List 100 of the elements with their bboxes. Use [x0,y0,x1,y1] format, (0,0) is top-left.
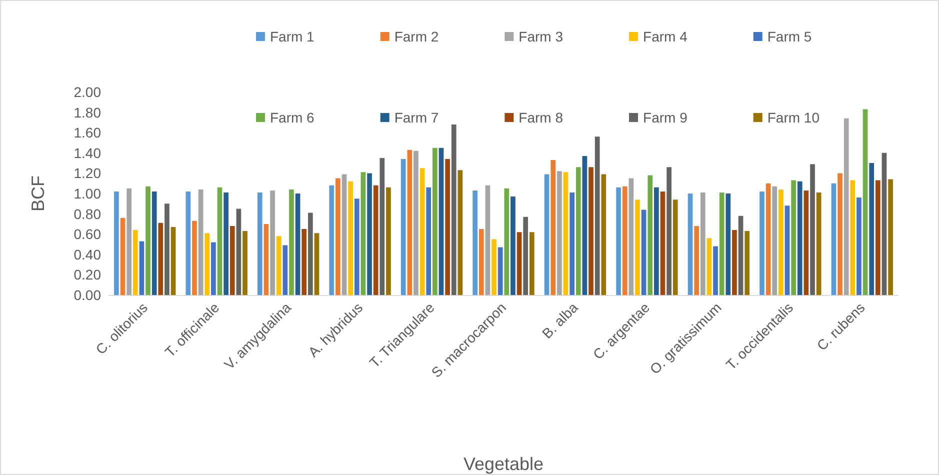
bar [862,109,868,295]
y-tick-label: 2.00 [74,84,102,100]
bar [420,168,425,295]
legend-label: Farm 3 [518,28,564,44]
bar [386,187,391,295]
bar [582,156,588,295]
legend-label: Farm 5 [767,28,812,44]
bar [738,216,744,295]
y-tick-label: 0.80 [74,206,102,222]
bar [816,192,822,295]
y-axis-title: BCF [28,175,48,212]
y-tick-label: 1.80 [74,104,102,120]
bar [706,238,712,295]
bar [458,170,463,295]
y-tick-label: 0.60 [74,226,102,242]
bar [257,192,262,295]
bar [516,232,522,295]
bar [400,158,406,295]
bar [641,210,646,295]
bar [242,231,248,295]
bar [367,173,372,295]
bar [791,180,796,295]
bar [666,167,672,295]
x-tick-label: B. alba [538,299,582,342]
bar [432,148,438,295]
bar [766,183,771,295]
bar [576,167,581,295]
bar [192,220,197,295]
y-tick-label: 1.20 [74,165,102,182]
bar [282,245,288,295]
bar [869,163,874,295]
bar [224,192,228,295]
legend-label: Farm 2 [394,28,439,44]
bar [380,158,385,295]
bar [628,178,634,295]
bar [126,188,132,295]
bar [158,222,164,295]
y-tick-label: 0.00 [74,287,102,303]
y-tick-label: 1.00 [74,186,102,202]
bar [217,187,222,295]
bar [236,208,242,295]
bar [492,239,496,295]
y-tick-label: 1.40 [74,144,102,161]
bar [544,174,550,295]
bar [719,192,724,295]
bar [342,174,347,295]
bar [760,191,764,295]
bar [804,190,809,295]
bar [329,185,334,295]
bar [601,174,606,295]
bar [445,158,450,295]
bar [264,224,269,295]
bar [120,218,126,295]
bar [360,172,366,295]
bar [289,189,294,295]
bar [616,187,621,295]
bar [152,191,157,295]
bar [732,230,737,295]
bar [797,181,802,295]
bar [407,150,412,295]
bar [186,191,191,295]
bar [648,175,653,295]
bar [314,233,320,295]
bar [622,186,628,295]
bar [478,229,484,295]
bar [594,136,600,295]
bar [557,171,562,295]
bar [276,236,282,295]
bar [672,200,678,295]
bar [700,192,706,295]
bar [438,148,444,295]
bar [563,172,568,295]
bar [635,200,640,295]
bar [373,185,378,295]
bar [844,118,849,295]
bar [772,186,778,295]
legend-label: Farm 7 [394,110,439,126]
bar [348,181,354,295]
bar [472,190,478,295]
bar [726,194,731,295]
bar [694,226,700,295]
bar [529,232,534,295]
bar [882,152,887,295]
bar [784,206,790,295]
bar [302,229,307,295]
bar [451,124,456,295]
bar [654,187,659,295]
bar [164,204,170,295]
bar [850,180,856,295]
bar [211,242,216,295]
bar [132,230,138,295]
bar [204,233,210,295]
bar [146,186,150,295]
legend-label: Farm 10 [767,110,820,126]
legend-label: Farm 1 [270,28,315,44]
bar [588,167,594,295]
bar [308,212,313,295]
bar [888,179,893,295]
y-tick-label: 0.20 [74,266,102,283]
x-axis-title: Vegetable [463,454,544,474]
